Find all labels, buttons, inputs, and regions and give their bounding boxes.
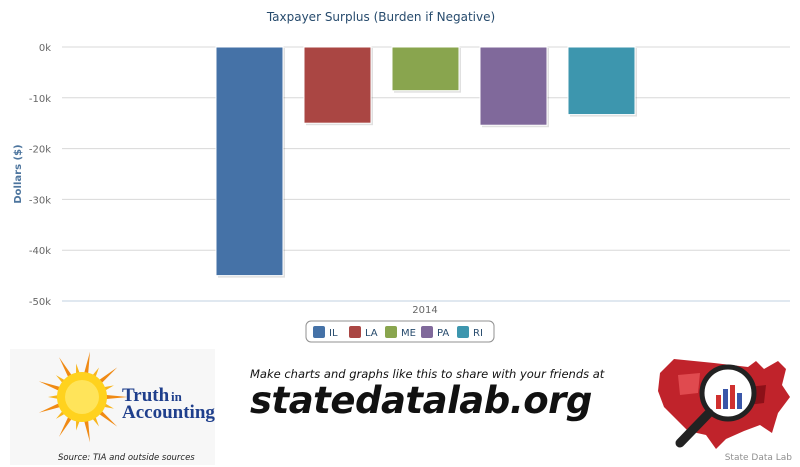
legend: IL LA ME PA RI <box>305 320 495 343</box>
truth-in-accounting-logo: Truth in Accounting Source: TIA and outs… <box>10 349 215 465</box>
source-text: Source: TIA and outside sources <box>58 453 195 463</box>
legend-swatch <box>457 326 469 338</box>
legend-label: RI <box>473 328 483 339</box>
legend-label: ME <box>401 328 416 339</box>
y-tick-label: -30k <box>29 195 51 206</box>
legend-item-il[interactable]: IL <box>313 326 338 339</box>
promo-tagline: Make charts and graphs like this to shar… <box>250 367 605 381</box>
x-tick-label: 2014 <box>412 305 437 316</box>
promo-site-link[interactable]: statedatalab.org <box>250 379 592 422</box>
bars <box>215 46 637 278</box>
sun-icon: Truth in Accounting <box>38 351 215 443</box>
us-map-magnifier-icon <box>658 359 790 449</box>
y-tick-label: -10k <box>29 94 51 105</box>
credit-text: State Data Lab <box>724 453 792 463</box>
bar-ri[interactable] <box>567 46 636 116</box>
y-tick-label: 0k <box>39 43 51 54</box>
bar-me[interactable] <box>391 46 460 92</box>
legend-swatch <box>385 326 397 338</box>
tia-brand-line2: Accounting <box>122 402 215 423</box>
y-axis-ticks: 0k -10k -20k -30k -40k -50k <box>29 43 51 308</box>
legend-swatch <box>313 326 325 338</box>
y-axis-title: Dollars ($) <box>13 144 24 203</box>
bar-la[interactable] <box>303 46 372 124</box>
chart-title: Taxpayer Surplus (Burden if Negative) <box>266 10 495 24</box>
legend-swatch <box>421 326 433 338</box>
legend-label: LA <box>365 328 378 339</box>
chart: Taxpayer Surplus (Burden if Negative) 0k… <box>13 10 790 343</box>
legend-swatch <box>349 326 361 338</box>
legend-item-la[interactable]: LA <box>349 326 378 339</box>
legend-item-pa[interactable]: PA <box>421 326 449 339</box>
legend-label: PA <box>437 328 449 339</box>
footer: Truth in Accounting Source: TIA and outs… <box>0 345 800 467</box>
gridlines <box>62 46 790 302</box>
y-tick-label: -40k <box>29 246 51 257</box>
legend-item-ri[interactable]: RI <box>457 326 483 339</box>
bar-pa[interactable] <box>479 46 548 126</box>
promo: Make charts and graphs like this to shar… <box>250 367 605 422</box>
y-tick-label: -50k <box>29 297 51 308</box>
tia-brand-suffix: in <box>171 389 183 404</box>
legend-label: IL <box>329 328 338 339</box>
legend-item-me[interactable]: ME <box>385 326 416 339</box>
tia-brand-line1: Truth <box>122 385 170 406</box>
bar-il[interactable] <box>215 46 284 277</box>
y-tick-label: -20k <box>29 145 51 156</box>
